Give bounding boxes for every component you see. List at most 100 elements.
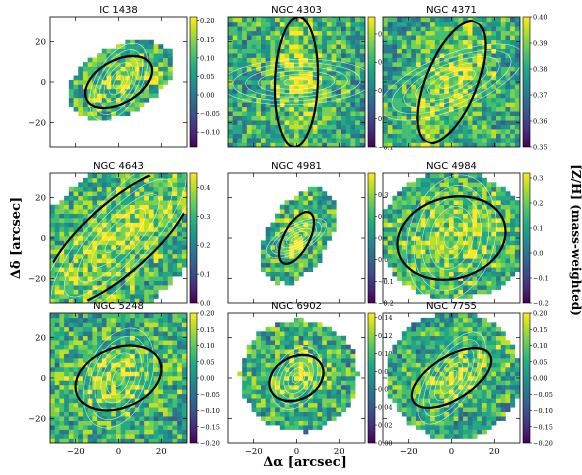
colorbar-tick-label: −0.10 [533,407,553,415]
colorbar-tick-label: 0.05 [200,73,214,81]
colorbar-tick-label: 0.05 [200,358,214,366]
panel-title: NGC 4981 [271,161,322,172]
y-tick-label: 0 [41,374,46,384]
colorbar-tick-label: 0.2 [200,242,210,250]
panel-title: NGC 4984 [426,161,477,172]
metallicity-map [261,187,337,286]
colorbar-tick-label: 0.2 [533,200,543,208]
colorbar-tick-label: 0.15 [533,326,547,334]
colorbar-tick-label: 0.20 [200,310,214,318]
colorbar [523,173,530,303]
y-tick-label: 20 [35,37,46,47]
panel-grid: −20020IC 14380.200.150.100.050.00−0.05−0… [15,5,553,457]
panel-title: NGC 4371 [426,5,477,16]
colorbar-tick-label: 0.40 [533,14,547,22]
colorbar-tick-label: −0.05 [533,391,553,399]
x-axis-label: Δα [arcsec] [263,455,347,470]
colorbar-tick-label: −0.10 [200,129,220,137]
panel-title: IC 1438 [99,5,138,16]
x-tick-label: −20 [400,447,418,457]
colorbar-tick-label: 0.14 [378,314,392,322]
colorbar-tick-label: 0.20 [533,310,547,318]
y-tick-label: 20 [35,193,46,203]
colorbar-tick-label: 0.20 [200,17,214,25]
colorbar-tick-label: −0.20 [200,440,220,448]
colorbar-tick-label: −0.15 [200,423,220,431]
metallicity-map [228,13,370,147]
colorbar [190,313,197,443]
colorbar-tick-label: 0.3 [533,175,543,183]
colorbar-tick-label: 0.0 [200,300,210,308]
y-tick-label: −20 [28,415,46,425]
colorbar-tick-label: −0.10 [200,407,220,415]
colorbar [190,17,197,147]
x-tick-label: 20 [489,447,500,457]
colorbar-tick-label: 0.15 [200,36,214,44]
colorbar-tick-label: 0.1 [533,225,543,233]
colorbar-tick-label: 0.1 [200,271,210,279]
colorbar-tick-label: 0.35 [533,144,547,152]
colorbar-tick-label: 0.00 [533,375,547,383]
panel-title: NGC 4643 [93,161,144,172]
panel-title: NGC 7755 [426,301,477,312]
panel: −20 0 20 NGC 6902 0.14 0.12 0.10 0.08 0.06 0.04 0.… [228,301,392,457]
colorbar-tick-label: 0.10 [533,342,547,350]
y-tick-label: −20 [28,119,46,129]
x-tick-label: −20 [67,447,85,457]
colorbar [190,173,197,303]
panel: NGC 43030.30.20.10.0−0.1 [219,5,393,152]
x-tick-label: 0 [449,447,454,457]
colorbar-tick-label: 0.10 [200,342,214,350]
y-tick-label: 20 [35,333,46,343]
colorbar-tick-label: −0.15 [533,423,553,431]
colorbar-tick-label: 0.00 [378,440,392,448]
panel: −20 0 20−20020NGC 52480.200.150.100.050.00… [28,301,220,457]
colorbar-tick-label: −0.20 [533,440,553,448]
colorbar-tick-label: 0.0 [533,250,543,258]
metallicity-map [50,309,192,443]
colorbar-tick-label: 0.38 [533,66,547,74]
colorbar-tick-label: 0.12 [378,332,392,340]
colorbar [368,173,375,303]
panel: NGC 49810.30.20.10.0−0.1−0.2 [228,161,394,308]
colorbar-tick-label: −0.1 [533,275,549,283]
colorbar-tick-label: 0.39 [533,40,547,48]
y-tick-label: 0 [41,234,46,244]
panel: −20 0 20 IC 1438 0.20 0.15 0.10 0.05 0.00 −0.05 −0… [28,5,220,147]
colorbar [368,313,375,443]
colorbar [523,313,530,443]
panel-title: NGC 5248 [93,301,144,312]
colorbar-tick-label: −0.05 [200,110,220,118]
colorbar-tick-label: 0.15 [200,326,214,334]
colorbar-label: [Z/H] (mass-weighted) [569,164,582,316]
panel-title: NGC 4303 [271,5,322,16]
panel: NGC 4371 0.40 0.39 0.38 0.37 0.36 0.35 [371,5,548,152]
colorbar-tick-label: 0.3 [200,213,210,221]
colorbar [523,17,530,147]
colorbar-tick-label: −0.05 [200,391,220,399]
panel: −20 0 20 NGC 7755 0.20 0.15 0.10 0.05 0.00 −0.05 −… [383,301,553,457]
colorbar-tick-label: 0.37 [533,92,547,100]
colorbar-tick-label: 0.36 [533,118,547,126]
colorbar-tick-label: 0.04 [378,404,392,412]
y-tick-label: 0 [41,78,46,88]
y-tick-label: −20 [28,275,46,285]
colorbar-tick-label: 0.00 [200,92,214,100]
panel-title: NGC 6902 [271,301,322,312]
colorbar-tick-label: −0.2 [533,300,549,308]
colorbar-tick-label: −0.1 [378,278,394,286]
colorbar [368,17,375,147]
colorbar-tick-label: 0.02 [378,422,392,430]
colorbar-tick-label: −0.2 [378,300,394,308]
y-axis-label: Δδ [arcsec] [9,197,24,279]
colorbar-tick-label: 0.4 [200,184,210,192]
colorbar-tick-label: 0.00 [200,375,214,383]
x-tick-label: −20 [245,447,263,457]
metallicity-map [388,313,525,438]
x-tick-label: 0 [116,447,121,457]
x-tick-label: 20 [156,447,167,457]
colorbar-tick-label: 0.10 [200,54,214,62]
colorbar-tick-label: 0.05 [533,358,547,366]
metallicity-map [237,318,360,434]
